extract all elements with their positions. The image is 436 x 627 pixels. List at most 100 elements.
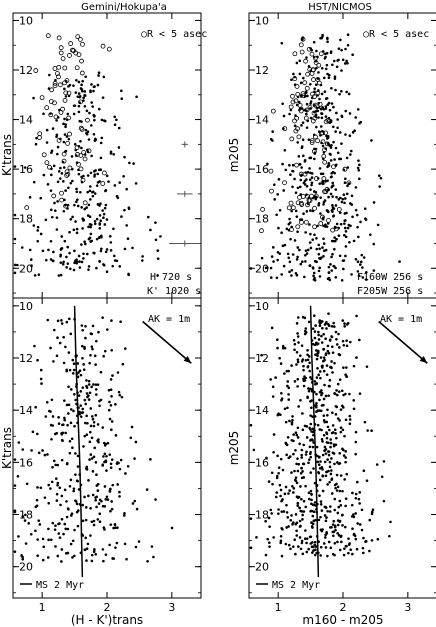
point-tr-1 — [337, 226, 340, 230]
point-br-0 — [319, 545, 323, 549]
point-bl-0 — [120, 395, 124, 399]
point-bl-0 — [134, 545, 138, 549]
point-tl-1 — [77, 144, 81, 148]
point-tr-1 — [296, 230, 299, 234]
point-tr-1 — [323, 90, 327, 94]
point-bl-0 — [96, 489, 100, 492]
point-br-0 — [289, 547, 292, 551]
point-tl-1 — [55, 216, 59, 219]
point-br-0 — [270, 326, 274, 330]
point-tr-1 — [314, 147, 318, 151]
point-tr-1 — [317, 203, 320, 207]
point-tr-1 — [272, 260, 275, 263]
point-tl-1 — [48, 73, 51, 77]
point-tl-1 — [55, 133, 59, 137]
point-bl-0 — [93, 446, 97, 450]
point-tr-1 — [299, 81, 303, 85]
point-tl-0 — [58, 50, 64, 56]
point-bl-0 — [42, 545, 46, 549]
point-br-0 — [296, 358, 300, 361]
point-br-0 — [286, 436, 290, 439]
point-tl-1 — [97, 236, 101, 240]
point-bl-0 — [154, 498, 157, 501]
point-bl-0 — [50, 398, 54, 402]
point-tl-1 — [74, 91, 78, 94]
point-br-0 — [295, 534, 299, 537]
point-tr-1 — [306, 119, 310, 123]
point-tl-0 — [56, 64, 62, 70]
point-br-0 — [382, 499, 386, 503]
point-tr-1 — [291, 253, 295, 256]
point-tl-1 — [93, 192, 97, 195]
point-bl-0 — [21, 448, 25, 451]
point-br-0 — [305, 425, 309, 428]
point-bl-0 — [117, 390, 121, 394]
point-tr-1 — [315, 66, 318, 70]
point-tr-1 — [292, 72, 295, 76]
point-bl-0 — [89, 506, 92, 510]
point-tl-1 — [127, 206, 131, 209]
point-tl-1 — [156, 249, 160, 252]
point-tr-1 — [301, 138, 305, 141]
point-br-0 — [310, 541, 314, 544]
point-tr-1 — [327, 271, 331, 275]
point-tr-1 — [300, 166, 303, 169]
point-tr-1 — [356, 260, 360, 264]
point-br-0 — [336, 393, 339, 397]
point-tr-1 — [316, 55, 319, 59]
point-tl-1 — [85, 109, 89, 113]
point-br-0 — [325, 373, 329, 376]
point-bl-0 — [108, 417, 112, 421]
point-br-0 — [274, 376, 277, 379]
point-bl-0 — [87, 383, 91, 386]
point-br-0 — [355, 547, 359, 551]
point-br-0 — [348, 340, 352, 344]
point-bl-0 — [31, 430, 35, 434]
point-br-0 — [294, 449, 297, 452]
point-tr-1 — [322, 151, 326, 154]
point-tr-1 — [282, 264, 286, 268]
point-br-0 — [330, 335, 334, 339]
point-tr-1 — [327, 101, 331, 105]
point-tr-1 — [332, 125, 335, 129]
point-tl-0 — [33, 68, 39, 73]
point-tl-1 — [76, 204, 80, 208]
point-tl-0 — [52, 100, 57, 106]
point-bl-0 — [43, 496, 47, 499]
point-tl-1 — [78, 266, 82, 269]
point-tr-1 — [320, 141, 323, 145]
point-tr-1 — [310, 181, 314, 185]
point-tl-1 — [118, 181, 121, 184]
point-tr-1 — [344, 109, 348, 113]
point-tl-1 — [134, 182, 138, 185]
point-br-0 — [334, 486, 337, 490]
point-br-0 — [291, 484, 294, 488]
point-bl-0 — [95, 473, 98, 477]
point-tl-1 — [71, 215, 74, 219]
point-tl-1 — [156, 274, 159, 277]
point-br-0 — [314, 353, 317, 357]
point-tr-0 — [315, 138, 321, 144]
point-bl-0 — [20, 554, 23, 557]
point-br-0 — [326, 344, 330, 348]
point-bl-0 — [17, 441, 21, 444]
point-tl-1 — [68, 251, 71, 255]
point-bl-0 — [74, 452, 77, 455]
point-tr-1 — [299, 94, 303, 97]
point-bl-0 — [58, 536, 62, 539]
point-tl-1 — [65, 266, 68, 269]
point-tr-1 — [332, 105, 335, 109]
point-bl-0 — [60, 517, 64, 521]
point-br-0 — [277, 512, 280, 515]
point-tl-1 — [32, 96, 35, 100]
point-tr-1 — [345, 192, 349, 196]
point-tl-1 — [95, 217, 99, 221]
point-tl-1 — [13, 271, 17, 275]
point-bl-0 — [110, 500, 113, 503]
point-tr-1 — [360, 253, 364, 257]
point-tl-0 — [57, 82, 63, 88]
point-tr-1 — [288, 163, 291, 167]
point-br-0 — [287, 398, 290, 401]
point-br-0 — [300, 497, 303, 501]
point-tl-1 — [32, 180, 36, 184]
